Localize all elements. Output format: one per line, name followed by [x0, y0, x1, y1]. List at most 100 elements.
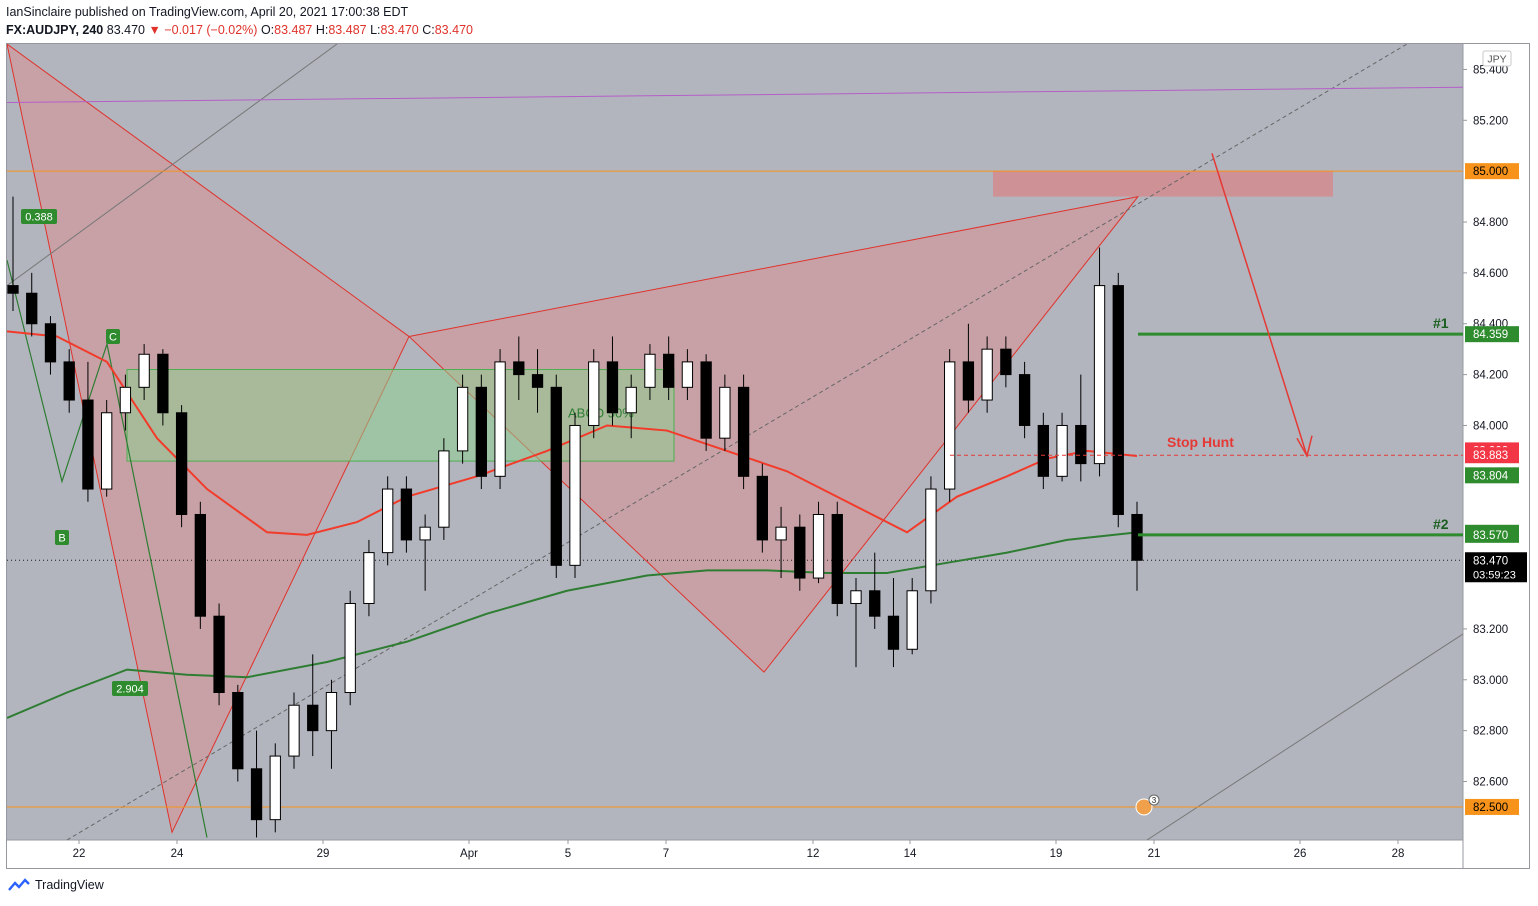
pattern-label-c: C	[109, 332, 117, 344]
candle-body	[269, 755, 281, 821]
candle-body	[419, 526, 431, 541]
ohlc-line: FX:AUDJPY, 240 83.470 ▼ −0.017 (−0.02%) …	[6, 22, 473, 38]
tradingview-logo-icon	[8, 878, 30, 891]
x-tick-label: 24	[171, 848, 184, 860]
sell-zone	[993, 171, 1333, 197]
candle-body	[1018, 374, 1031, 426]
x-tick-label: 29	[317, 848, 330, 860]
author[interactable]: IanSinclaire	[6, 5, 72, 19]
candle-body	[1131, 513, 1143, 561]
candle-body	[363, 552, 375, 604]
candle-body	[119, 386, 132, 414]
y-tick-label: 83.200	[1473, 624, 1508, 636]
candle-body	[194, 513, 206, 617]
pattern-label-d-badge	[112, 681, 148, 696]
y-tick-label: 84.600	[1473, 268, 1508, 280]
candle-body	[944, 361, 956, 490]
pattern-label-b: B	[58, 533, 65, 545]
x-tick-label: 7	[663, 848, 669, 860]
price-label-box	[1465, 326, 1519, 343]
candle-body	[494, 361, 506, 477]
candle-body	[962, 361, 975, 401]
price-label: 82.500	[1473, 802, 1508, 814]
brand-name[interactable]: TradingView	[35, 878, 104, 892]
close-label: C:	[422, 23, 435, 37]
candle-body	[7, 285, 19, 294]
target-label-2: #2	[1433, 516, 1449, 532]
publish-info: IanSinclaire published on TradingView.co…	[6, 4, 473, 20]
x-tick-label: 14	[904, 848, 917, 860]
candle-body	[869, 590, 881, 617]
y-tick-label: 82.600	[1473, 777, 1508, 789]
candle-body	[101, 412, 113, 490]
candle-body	[606, 361, 619, 414]
last-price-box	[1465, 552, 1527, 583]
candle-body	[288, 704, 300, 757]
candle-body	[550, 386, 562, 566]
candle-body	[26, 292, 38, 325]
x-tick-label: 28	[1392, 848, 1405, 860]
price-label-box	[1465, 526, 1519, 543]
candle-body	[344, 602, 356, 693]
y-tick-label: 83.000	[1473, 675, 1508, 687]
candle-body	[531, 374, 544, 388]
price-label-box	[1465, 798, 1519, 815]
price-label: 83.804	[1473, 470, 1509, 482]
candle-body	[1056, 424, 1068, 477]
y-tick-label: 85.200	[1473, 115, 1508, 127]
candle-body	[850, 590, 862, 604]
candle-body	[644, 353, 656, 388]
candle-body	[456, 386, 469, 452]
pattern-label-a-badge	[21, 209, 57, 224]
candle-body	[831, 513, 843, 604]
candle-body	[569, 424, 581, 566]
open-value: 83.487	[274, 23, 313, 37]
y-tick-label: 84.200	[1473, 370, 1508, 382]
y-tick-label: 84.000	[1473, 420, 1508, 432]
price-label-box	[1465, 163, 1519, 180]
y-tick-label: 84.800	[1473, 217, 1508, 229]
channel-line-upper	[7, 44, 338, 287]
abcd-zone	[126, 369, 675, 462]
countdown-label: 03:59:23	[1473, 569, 1516, 581]
candle-body	[438, 450, 450, 528]
x-tick-label: 21	[1148, 848, 1161, 860]
time-axis	[7, 840, 1463, 868]
x-tick-label: 12	[807, 848, 820, 860]
published-text: published on TradingView.com, April 20, …	[74, 5, 409, 19]
price-label: 83.883	[1473, 450, 1508, 462]
projection-arrow-head	[1296, 435, 1313, 459]
x-tick-label: 22	[73, 848, 86, 860]
symbol-interval[interactable]: FX:AUDJPY, 240	[6, 23, 104, 37]
candle-body	[382, 488, 394, 554]
pattern-label-a: 0.388	[25, 212, 53, 224]
candle-body	[325, 691, 338, 732]
candle-body	[138, 353, 150, 388]
target-label-1: #1	[1433, 315, 1449, 331]
pattern-label-b-badge	[55, 530, 69, 545]
candle-body	[887, 615, 900, 650]
stop-hunt-label: Stop Hunt	[1167, 434, 1234, 450]
currency-label: JPY	[1487, 54, 1506, 66]
candle-body	[1112, 285, 1124, 515]
candle-body	[700, 361, 712, 439]
price-chart[interactable]: ABCD 50% #1 #2 Stop Hunt 0.388 B C 2.904 3 85.400…	[7, 44, 1529, 868]
candle-body	[1093, 285, 1106, 465]
price-label-box	[1465, 447, 1519, 464]
abcd-zone-label: ABCD 50%	[568, 406, 634, 421]
candle-body	[719, 386, 731, 439]
candle-body	[737, 386, 750, 477]
high-label: H:	[315, 23, 329, 37]
candle-body	[175, 412, 188, 515]
chart-header: IanSinclaire published on TradingView.co…	[6, 4, 473, 38]
candle-body	[775, 526, 787, 541]
low-value: 83.470	[380, 23, 419, 37]
candle-body	[1000, 348, 1012, 376]
chart-area[interactable]: ABCD 50% #1 #2 Stop Hunt 0.388 B C 2.904 3 85.400…	[6, 43, 1530, 869]
candle-body	[400, 488, 413, 541]
candle-body	[1037, 424, 1049, 477]
candle-body	[232, 691, 244, 770]
price-label: 85.000	[1473, 166, 1508, 178]
y-tick-label: 85.400	[1473, 64, 1508, 76]
currency-badge-box	[1482, 50, 1512, 67]
